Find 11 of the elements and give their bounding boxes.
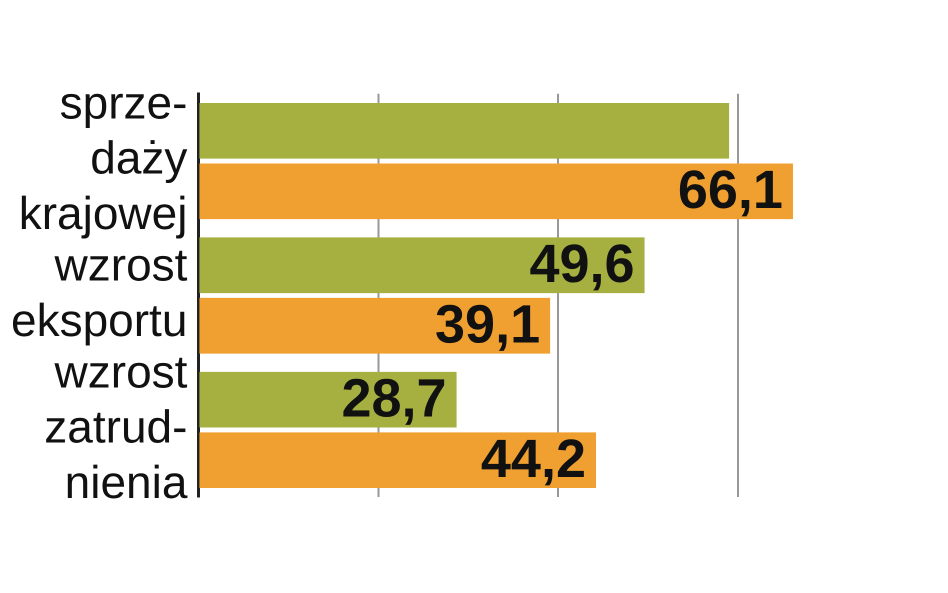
data-label: 28,7 xyxy=(341,368,447,429)
data-label: 39,1 xyxy=(435,294,540,355)
bar xyxy=(199,298,550,354)
bar xyxy=(199,163,793,220)
bar xyxy=(199,432,596,488)
data-label: 66,1 xyxy=(678,160,783,220)
data-label: 44,2 xyxy=(480,429,586,490)
bar xyxy=(199,102,730,159)
data-label: 49,6 xyxy=(529,234,635,294)
y-tick-label: wzrost zatrud- nienia xyxy=(44,345,188,508)
bar xyxy=(199,237,645,294)
